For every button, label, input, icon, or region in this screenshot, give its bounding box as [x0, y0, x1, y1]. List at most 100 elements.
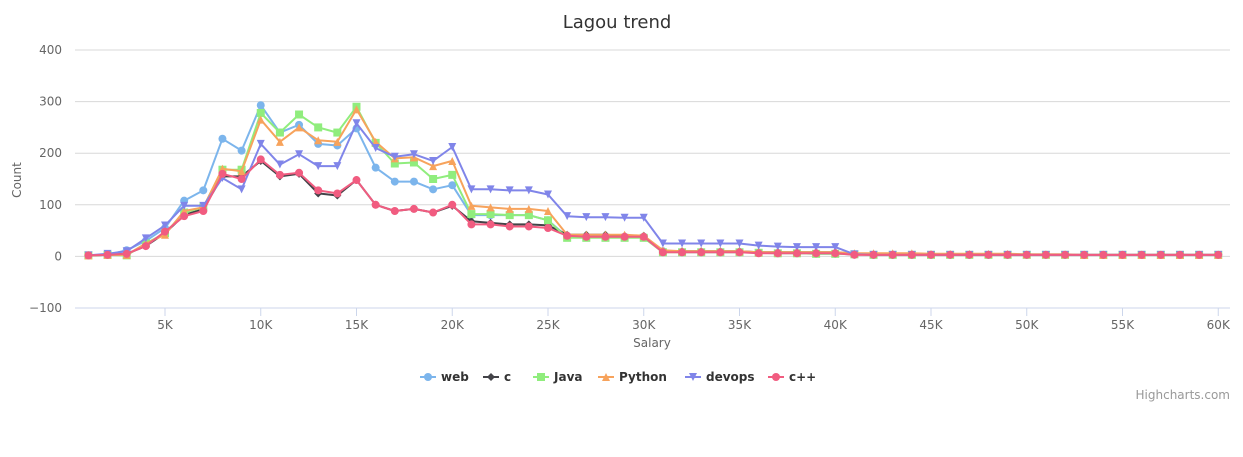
data-point-cpp[interactable] — [1080, 250, 1089, 259]
data-point-cpp[interactable] — [409, 204, 418, 213]
legend-swatch-marker[interactable] — [602, 373, 610, 381]
data-point-devops[interactable] — [314, 162, 323, 171]
data-point-devops[interactable] — [792, 243, 801, 252]
data-point-java[interactable] — [486, 210, 495, 219]
series-line-cpp[interactable] — [88, 158, 1219, 257]
data-point-cpp[interactable] — [103, 250, 112, 259]
data-point-cpp[interactable] — [812, 249, 821, 258]
data-point-cpp[interactable] — [1137, 250, 1146, 259]
data-point-devops[interactable] — [371, 144, 380, 153]
data-point-cpp[interactable] — [1003, 250, 1012, 259]
data-point-java[interactable] — [314, 123, 323, 132]
data-point-python[interactable] — [448, 156, 457, 165]
data-point-cpp[interactable] — [907, 250, 916, 259]
data-point-devops[interactable] — [199, 201, 208, 210]
data-point-cpp[interactable] — [927, 250, 935, 259]
data-point-cpp[interactable] — [505, 222, 514, 231]
data-point-cpp[interactable] — [199, 206, 208, 215]
data-point-java[interactable] — [409, 158, 418, 167]
data-point-cpp[interactable] — [792, 249, 801, 258]
data-point-cpp[interactable] — [1099, 250, 1108, 259]
data-point-devops[interactable] — [256, 139, 265, 148]
data-point-cpp[interactable] — [544, 224, 552, 233]
data-point-cpp[interactable] — [1175, 250, 1184, 259]
data-point-devops[interactable] — [237, 185, 246, 194]
data-point-devops[interactable] — [582, 213, 591, 222]
data-point-java[interactable] — [429, 175, 438, 183]
data-point-cpp[interactable] — [563, 231, 572, 240]
data-point-devops[interactable] — [831, 243, 840, 252]
data-point-web[interactable] — [256, 101, 265, 110]
data-point-cpp[interactable] — [448, 200, 457, 209]
legend-item-cpp[interactable]: c++ — [768, 370, 816, 384]
data-point-java[interactable] — [524, 211, 533, 220]
data-point-devops[interactable] — [735, 239, 744, 248]
data-point-devops[interactable] — [467, 185, 476, 194]
data-point-cpp[interactable] — [658, 248, 667, 257]
legend-swatch-marker[interactable] — [689, 373, 697, 381]
data-point-devops[interactable] — [275, 160, 284, 169]
series-line-devops[interactable] — [88, 122, 1219, 257]
data-point-devops[interactable] — [697, 239, 706, 248]
data-point-cpp[interactable] — [429, 208, 438, 217]
data-point-cpp[interactable] — [237, 175, 246, 183]
data-point-devops[interactable] — [812, 243, 821, 252]
data-point-java[interactable] — [333, 128, 342, 137]
data-point-cpp[interactable] — [467, 220, 476, 229]
data-point-cpp[interactable] — [218, 169, 227, 178]
data-point-devops[interactable] — [429, 156, 438, 165]
data-point-cpp[interactable] — [620, 232, 629, 241]
data-point-cpp[interactable] — [735, 248, 744, 257]
data-point-python[interactable] — [486, 203, 495, 212]
data-point-cpp[interactable] — [141, 242, 150, 251]
data-point-cpp[interactable] — [314, 186, 323, 195]
data-point-java[interactable] — [467, 210, 476, 219]
data-point-devops[interactable] — [773, 242, 782, 251]
series-line-python[interactable] — [88, 108, 1219, 257]
data-point-cpp[interactable] — [946, 250, 955, 259]
data-point-web[interactable] — [429, 185, 438, 194]
data-point-java[interactable] — [390, 159, 399, 168]
data-point-devops[interactable] — [352, 119, 361, 128]
data-point-python[interactable] — [256, 115, 265, 124]
data-point-cpp[interactable] — [582, 232, 591, 241]
data-point-cpp[interactable] — [716, 248, 725, 257]
data-point-cpp[interactable] — [84, 251, 93, 260]
data-point-cpp[interactable] — [678, 248, 687, 257]
data-point-cpp[interactable] — [601, 232, 610, 241]
data-point-java[interactable] — [544, 216, 552, 225]
data-point-devops[interactable] — [639, 213, 648, 222]
data-point-cpp[interactable] — [161, 227, 169, 236]
data-point-cpp[interactable] — [869, 250, 878, 259]
data-point-python[interactable] — [333, 137, 342, 146]
data-point-devops[interactable] — [390, 152, 399, 161]
data-point-python[interactable] — [275, 137, 284, 146]
credits-link[interactable]: Highcharts.com — [1136, 388, 1230, 402]
data-point-devops[interactable] — [716, 239, 725, 248]
data-point-cpp[interactable] — [850, 250, 859, 259]
data-point-devops[interactable] — [333, 162, 342, 171]
legend-swatch-marker[interactable] — [487, 373, 495, 381]
data-point-cpp[interactable] — [754, 249, 763, 258]
data-point-python[interactable] — [237, 167, 246, 176]
data-point-cpp[interactable] — [1118, 250, 1127, 259]
data-point-devops[interactable] — [141, 234, 150, 243]
data-point-web[interactable] — [237, 146, 246, 155]
data-point-java[interactable] — [448, 170, 457, 179]
data-point-python[interactable] — [505, 204, 514, 213]
data-point-web[interactable] — [409, 177, 418, 186]
data-point-java[interactable] — [256, 108, 265, 117]
data-point-cpp[interactable] — [295, 168, 304, 177]
data-point-devops[interactable] — [620, 213, 629, 222]
data-point-cpp[interactable] — [390, 206, 399, 215]
data-point-cpp[interactable] — [256, 155, 265, 164]
data-point-devops[interactable] — [505, 186, 514, 195]
data-point-cpp[interactable] — [275, 170, 284, 179]
legend-swatch-marker[interactable] — [772, 373, 780, 381]
legend-swatch-marker[interactable] — [537, 373, 545, 381]
data-point-cpp[interactable] — [1041, 250, 1050, 259]
data-point-web[interactable] — [218, 134, 227, 143]
data-point-devops[interactable] — [563, 212, 572, 221]
data-point-devops[interactable] — [524, 186, 533, 195]
data-point-web[interactable] — [199, 186, 208, 195]
